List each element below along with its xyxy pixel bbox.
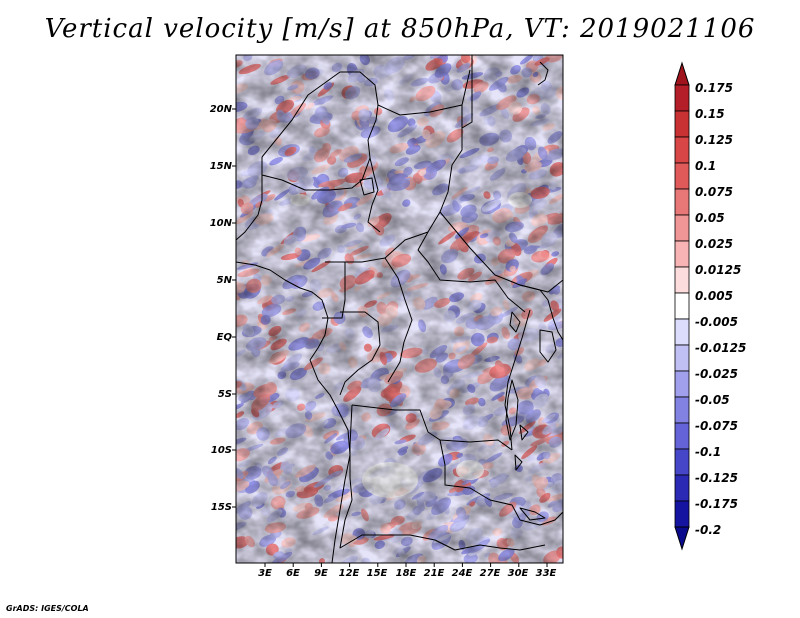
colorbar-segment [674, 188, 690, 216]
lon-label: 15E [366, 568, 388, 579]
colorbar-label: -0.05 [695, 393, 730, 407]
coast-outline [537, 61, 549, 86]
lon-label: 27E [479, 568, 501, 579]
map-title: Vertical velocity [m/s] at 850hPa, VT: 2… [44, 14, 756, 44]
colorbar-label: 0.05 [695, 211, 725, 225]
colorbar-segment [674, 266, 690, 294]
colorbar-segment [674, 240, 690, 268]
lon-label: 24E [451, 568, 473, 579]
lake-outline [519, 424, 529, 441]
border-line [261, 71, 381, 233]
lake-outline [539, 329, 557, 363]
border-line [511, 504, 563, 526]
colorbar-label: 0.175 [695, 81, 733, 95]
lat-label: 5N [216, 275, 232, 286]
colorbar-label: -0.125 [695, 471, 738, 485]
colorbar-label: -0.175 [695, 497, 738, 511]
lat-label: 15S [210, 502, 232, 513]
border-line [351, 404, 513, 451]
plot-frame [235, 54, 564, 564]
colorbar-label: -0.1 [695, 445, 722, 459]
border-line [504, 309, 531, 451]
colorbar-label: -0.2 [695, 523, 722, 537]
lon-label: 9E [314, 568, 328, 579]
colorbar-segment [674, 162, 690, 190]
lat-label: 10N [209, 218, 232, 229]
lon-label: 30E [507, 568, 529, 579]
border-line [377, 104, 463, 251]
colorbar-segment [674, 110, 690, 138]
colorbar-segment [674, 500, 690, 528]
colorbar-label: 0.005 [695, 289, 733, 303]
lon-label: 33E [535, 568, 557, 579]
border-line [322, 262, 381, 396]
field-layer [236, 55, 563, 563]
colorbar-segment [674, 292, 690, 320]
colorbar-label: 0.1 [695, 159, 717, 173]
lon-label: 18E [395, 568, 417, 579]
lake-outline [505, 379, 519, 441]
colorbar-label: 0.0125 [695, 263, 742, 277]
colorbar-segment [674, 448, 690, 476]
border-line [236, 175, 263, 241]
border-line [439, 211, 563, 293]
border-line [339, 404, 436, 549]
colorbar-label: -0.0125 [695, 341, 747, 355]
colorbar-segment [674, 370, 690, 398]
colorbar [674, 61, 690, 551]
colorbar-min-arrow [674, 526, 690, 551]
colorbar-label: -0.005 [695, 315, 738, 329]
colorbar-label: -0.075 [695, 419, 738, 433]
border-line [519, 284, 563, 341]
lat-label: 10S [210, 445, 232, 456]
colorbar-segment [674, 214, 690, 242]
colorbar-segment [674, 136, 690, 164]
lat-label: EQ [216, 332, 232, 343]
credit-text: GrADS: IGES/COLA [6, 604, 89, 613]
lake-outline [509, 311, 521, 333]
colorbar-label: 0.125 [695, 133, 733, 147]
lake-outline [519, 507, 546, 521]
colorbar-label: 0.15 [695, 107, 725, 121]
colorbar-label: 0.025 [695, 237, 733, 251]
border-line [325, 231, 429, 263]
lon-label: 6E [286, 568, 300, 579]
colorbar-segment [674, 474, 690, 502]
colorbar-max-arrow [674, 61, 690, 86]
border-line [236, 261, 351, 563]
axis-ticks [232, 108, 548, 567]
lake-outline [359, 177, 375, 196]
colorbar-segment [674, 344, 690, 372]
lat-label: 15N [209, 161, 232, 172]
lon-label: 12E [338, 568, 360, 579]
colorbar-segment [674, 396, 690, 424]
lon-label: 3E [258, 568, 272, 579]
lake-outline [514, 454, 523, 471]
map-boundaries [236, 55, 563, 563]
border-line [461, 55, 473, 129]
border-line [434, 539, 546, 551]
lat-label: 5S [217, 389, 232, 400]
colorbar-label: -0.025 [695, 367, 738, 381]
border-line [439, 439, 513, 506]
border-line [384, 257, 413, 383]
lon-label: 21E [423, 568, 445, 579]
colorbar-label: 0.075 [695, 185, 733, 199]
border-line [417, 249, 526, 313]
colorbar-segment [674, 84, 690, 112]
colorbar-segment [674, 318, 690, 346]
colorbar-segment [674, 422, 690, 450]
lat-label: 20N [209, 104, 232, 115]
